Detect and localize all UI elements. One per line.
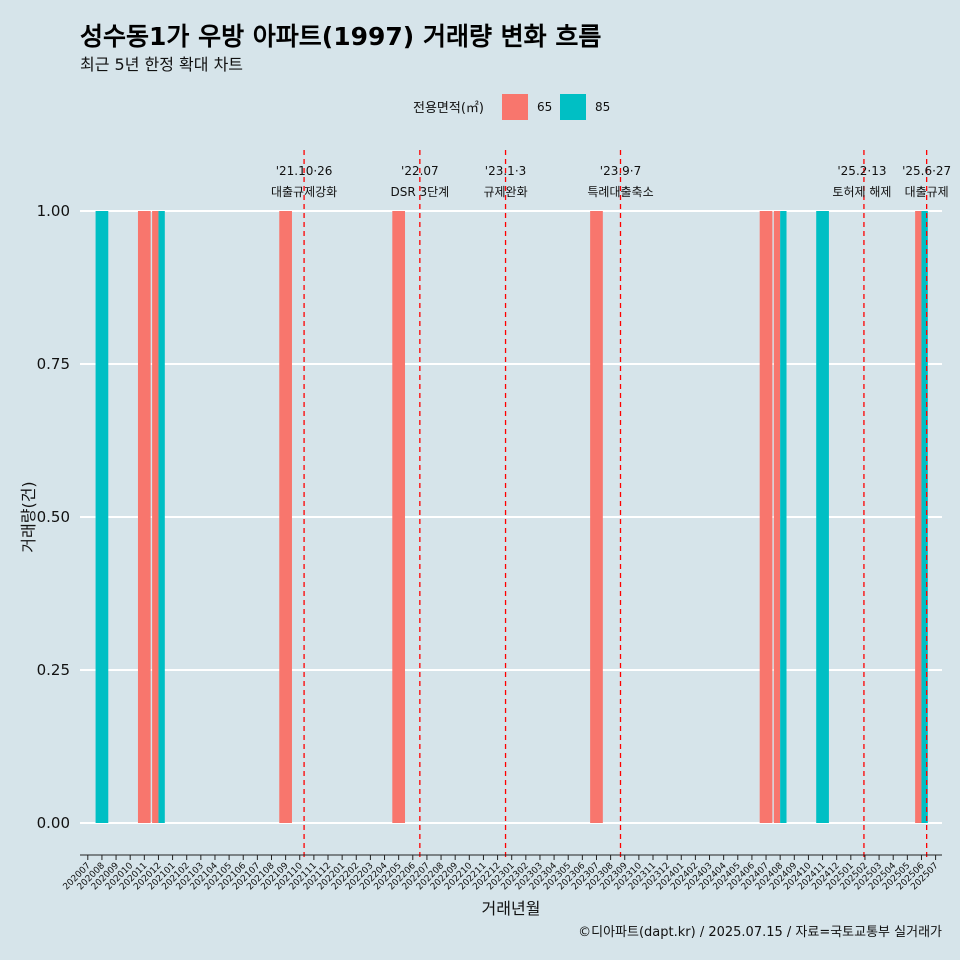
annotation-lines: [303, 150, 928, 858]
bar-85-202408: [780, 211, 787, 823]
annotation-date: '25.2·13: [837, 164, 886, 178]
bars: [95, 211, 928, 823]
annotation-date: '22.07: [401, 164, 439, 178]
bar-85-202411: [816, 211, 829, 823]
bar-65-202407: [759, 211, 773, 823]
bar-65-202506: [915, 211, 922, 823]
chart-subtitle: 최근 5년 한정 확대 차트: [80, 55, 243, 74]
annotation-label: 대출규제: [905, 185, 949, 199]
legend-key-85: [560, 94, 586, 120]
legend-label-65: 65: [537, 100, 552, 114]
y-tick-label: 0.75: [37, 355, 70, 373]
y-tick-label: 0.50: [37, 508, 70, 526]
bar-65-202109: [279, 211, 292, 823]
legend-title: 전용면적(㎡): [413, 101, 484, 116]
bar-85-202008: [95, 211, 109, 823]
annotation-label: 대출규제강화: [271, 185, 337, 199]
annotation-label: 규제완화: [483, 185, 527, 199]
x-axis-title: 거래년월: [482, 899, 541, 918]
grid-lines: [80, 210, 942, 824]
annotation-label: 특례대출축소: [587, 185, 653, 199]
annotation-labels: '21.10·26 대출규제강화 '22.07 DSR 3단계 '23.1·3 규제완화 '…: [271, 164, 951, 199]
y-tick-labels: 0.00 0.25 0.50 0.75 1.00: [37, 202, 70, 832]
bar-65-202408: [773, 211, 781, 823]
y-tick-label: 0.25: [37, 661, 70, 679]
y-tick-label: 1.00: [37, 202, 70, 220]
bar-65-202012: [152, 211, 159, 823]
y-tick-label: 0.00: [37, 814, 70, 832]
annotation-label: DSR 3단계: [390, 185, 449, 199]
legend-key-65: [502, 94, 528, 120]
legend: 전용면적(㎡) 65 85: [413, 94, 610, 120]
x-axis: 2020072020082020092020102020112020122021…: [62, 854, 942, 892]
annotation-label: 토허제 해제: [832, 185, 891, 199]
bar-85-202012: [158, 211, 165, 823]
annotation-date: '21.10·26: [276, 164, 333, 178]
y-axis-title: 거래량(건): [19, 481, 38, 552]
chart-caption: ©디아파트(dapt.kr) / 2025.07.15 / 자료=국토교통부 실…: [578, 925, 942, 940]
legend-label-85: 85: [595, 100, 610, 114]
annotation-date: '23.1·3: [485, 164, 526, 178]
bar-85-202506: [921, 211, 928, 823]
bar-65-202011: [137, 211, 151, 823]
bar-65-202307: [590, 211, 603, 823]
annotation-date: '23.9·7: [600, 164, 641, 178]
annotation-date: '25.6·27: [902, 164, 951, 178]
bar-65-202205: [392, 211, 406, 823]
chart-title: 성수동1가 우방 아파트(1997) 거래량 변화 흐름: [80, 22, 601, 51]
